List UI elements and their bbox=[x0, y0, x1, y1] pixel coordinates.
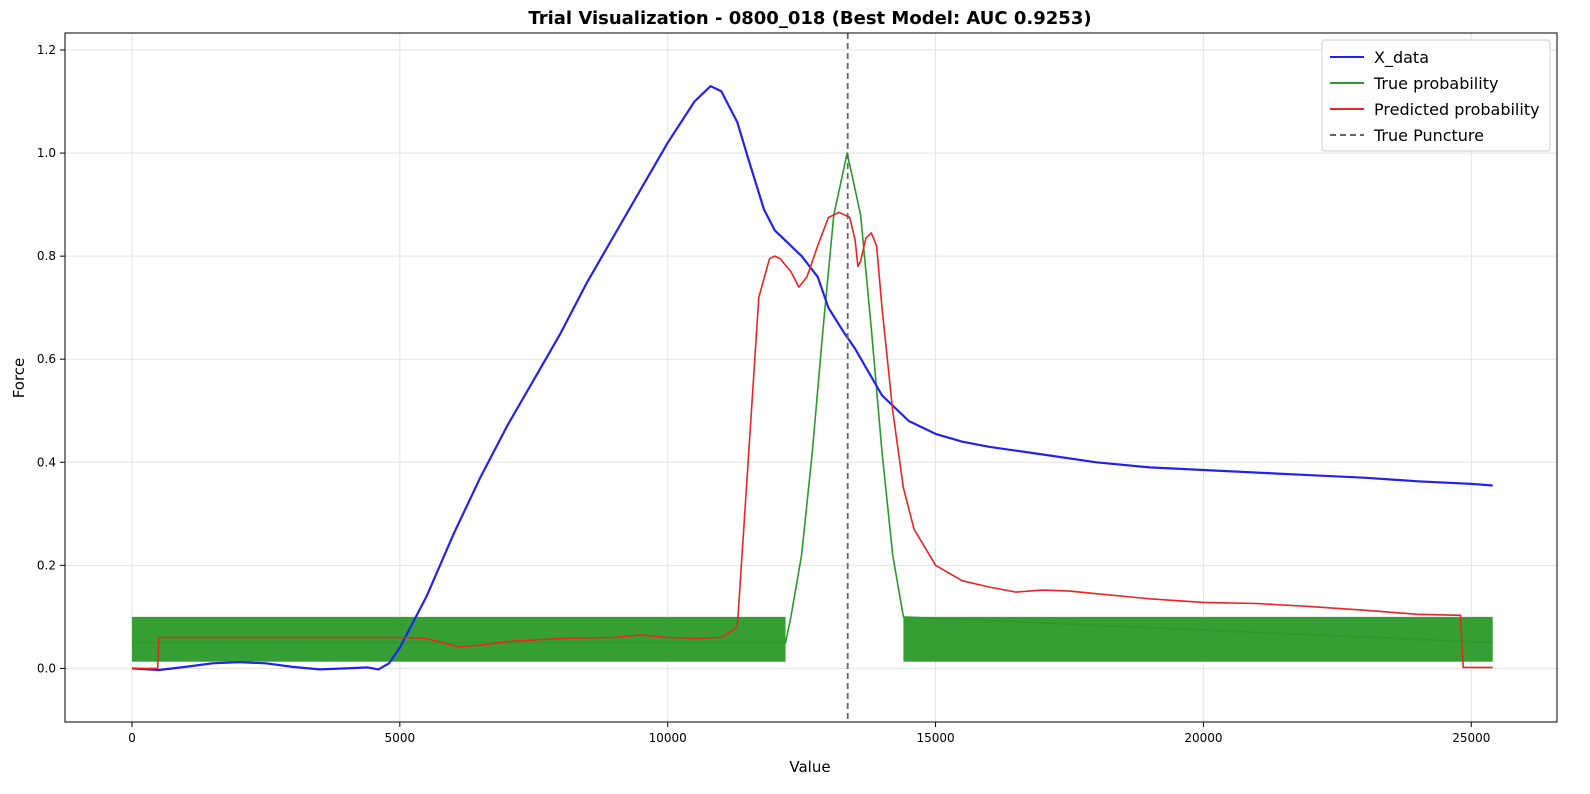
series-lines bbox=[131, 84, 1493, 672]
x-tick-label: 20000 bbox=[1184, 731, 1222, 745]
plot-frame bbox=[64, 32, 1558, 723]
x-tick-label: 5000 bbox=[385, 731, 416, 745]
noise-bands bbox=[131, 616, 1493, 662]
y-tick-label: 0.4 bbox=[37, 455, 56, 469]
x-tick-label: 0 bbox=[128, 731, 136, 745]
x-tick-label: 15000 bbox=[916, 731, 954, 745]
legend: X_data True probability Predicted probabil… bbox=[1321, 39, 1551, 152]
x-tick-label: 10000 bbox=[649, 731, 687, 745]
legend-label: X_data bbox=[1374, 48, 1429, 68]
y-tick-label: 1.0 bbox=[37, 146, 56, 160]
series-line-x-data bbox=[131, 84, 1493, 672]
y-axis-label: Force bbox=[10, 358, 28, 399]
legend-label: Predicted probability bbox=[1374, 100, 1540, 119]
y-tick-label: 0.6 bbox=[37, 352, 56, 366]
y-tick-label: 0.8 bbox=[37, 249, 56, 263]
y-tick-label: 1.2 bbox=[37, 43, 56, 57]
x-axis-label: Value bbox=[789, 758, 830, 776]
axis-ticks: 0 5000 10000 15000 20000 25000 0.0 0.2 0.4 0.6 0.8… bbox=[37, 43, 1490, 745]
noise-band bbox=[131, 616, 786, 662]
legend-label: True probability bbox=[1373, 74, 1498, 93]
y-tick-label: 0.0 bbox=[37, 661, 56, 675]
series-line-true-probability bbox=[132, 152, 1493, 644]
x-tick-label: 25000 bbox=[1452, 731, 1490, 745]
legend-label: True Puncture bbox=[1373, 126, 1484, 145]
y-tick-label: 0.2 bbox=[37, 558, 56, 572]
legend-box bbox=[1321, 39, 1551, 152]
chart-title: Trial Visualization - 0800_018 (Best Mod… bbox=[528, 8, 1091, 29]
noise-band bbox=[903, 616, 1493, 662]
series-line-predicted-probability bbox=[132, 211, 1493, 670]
